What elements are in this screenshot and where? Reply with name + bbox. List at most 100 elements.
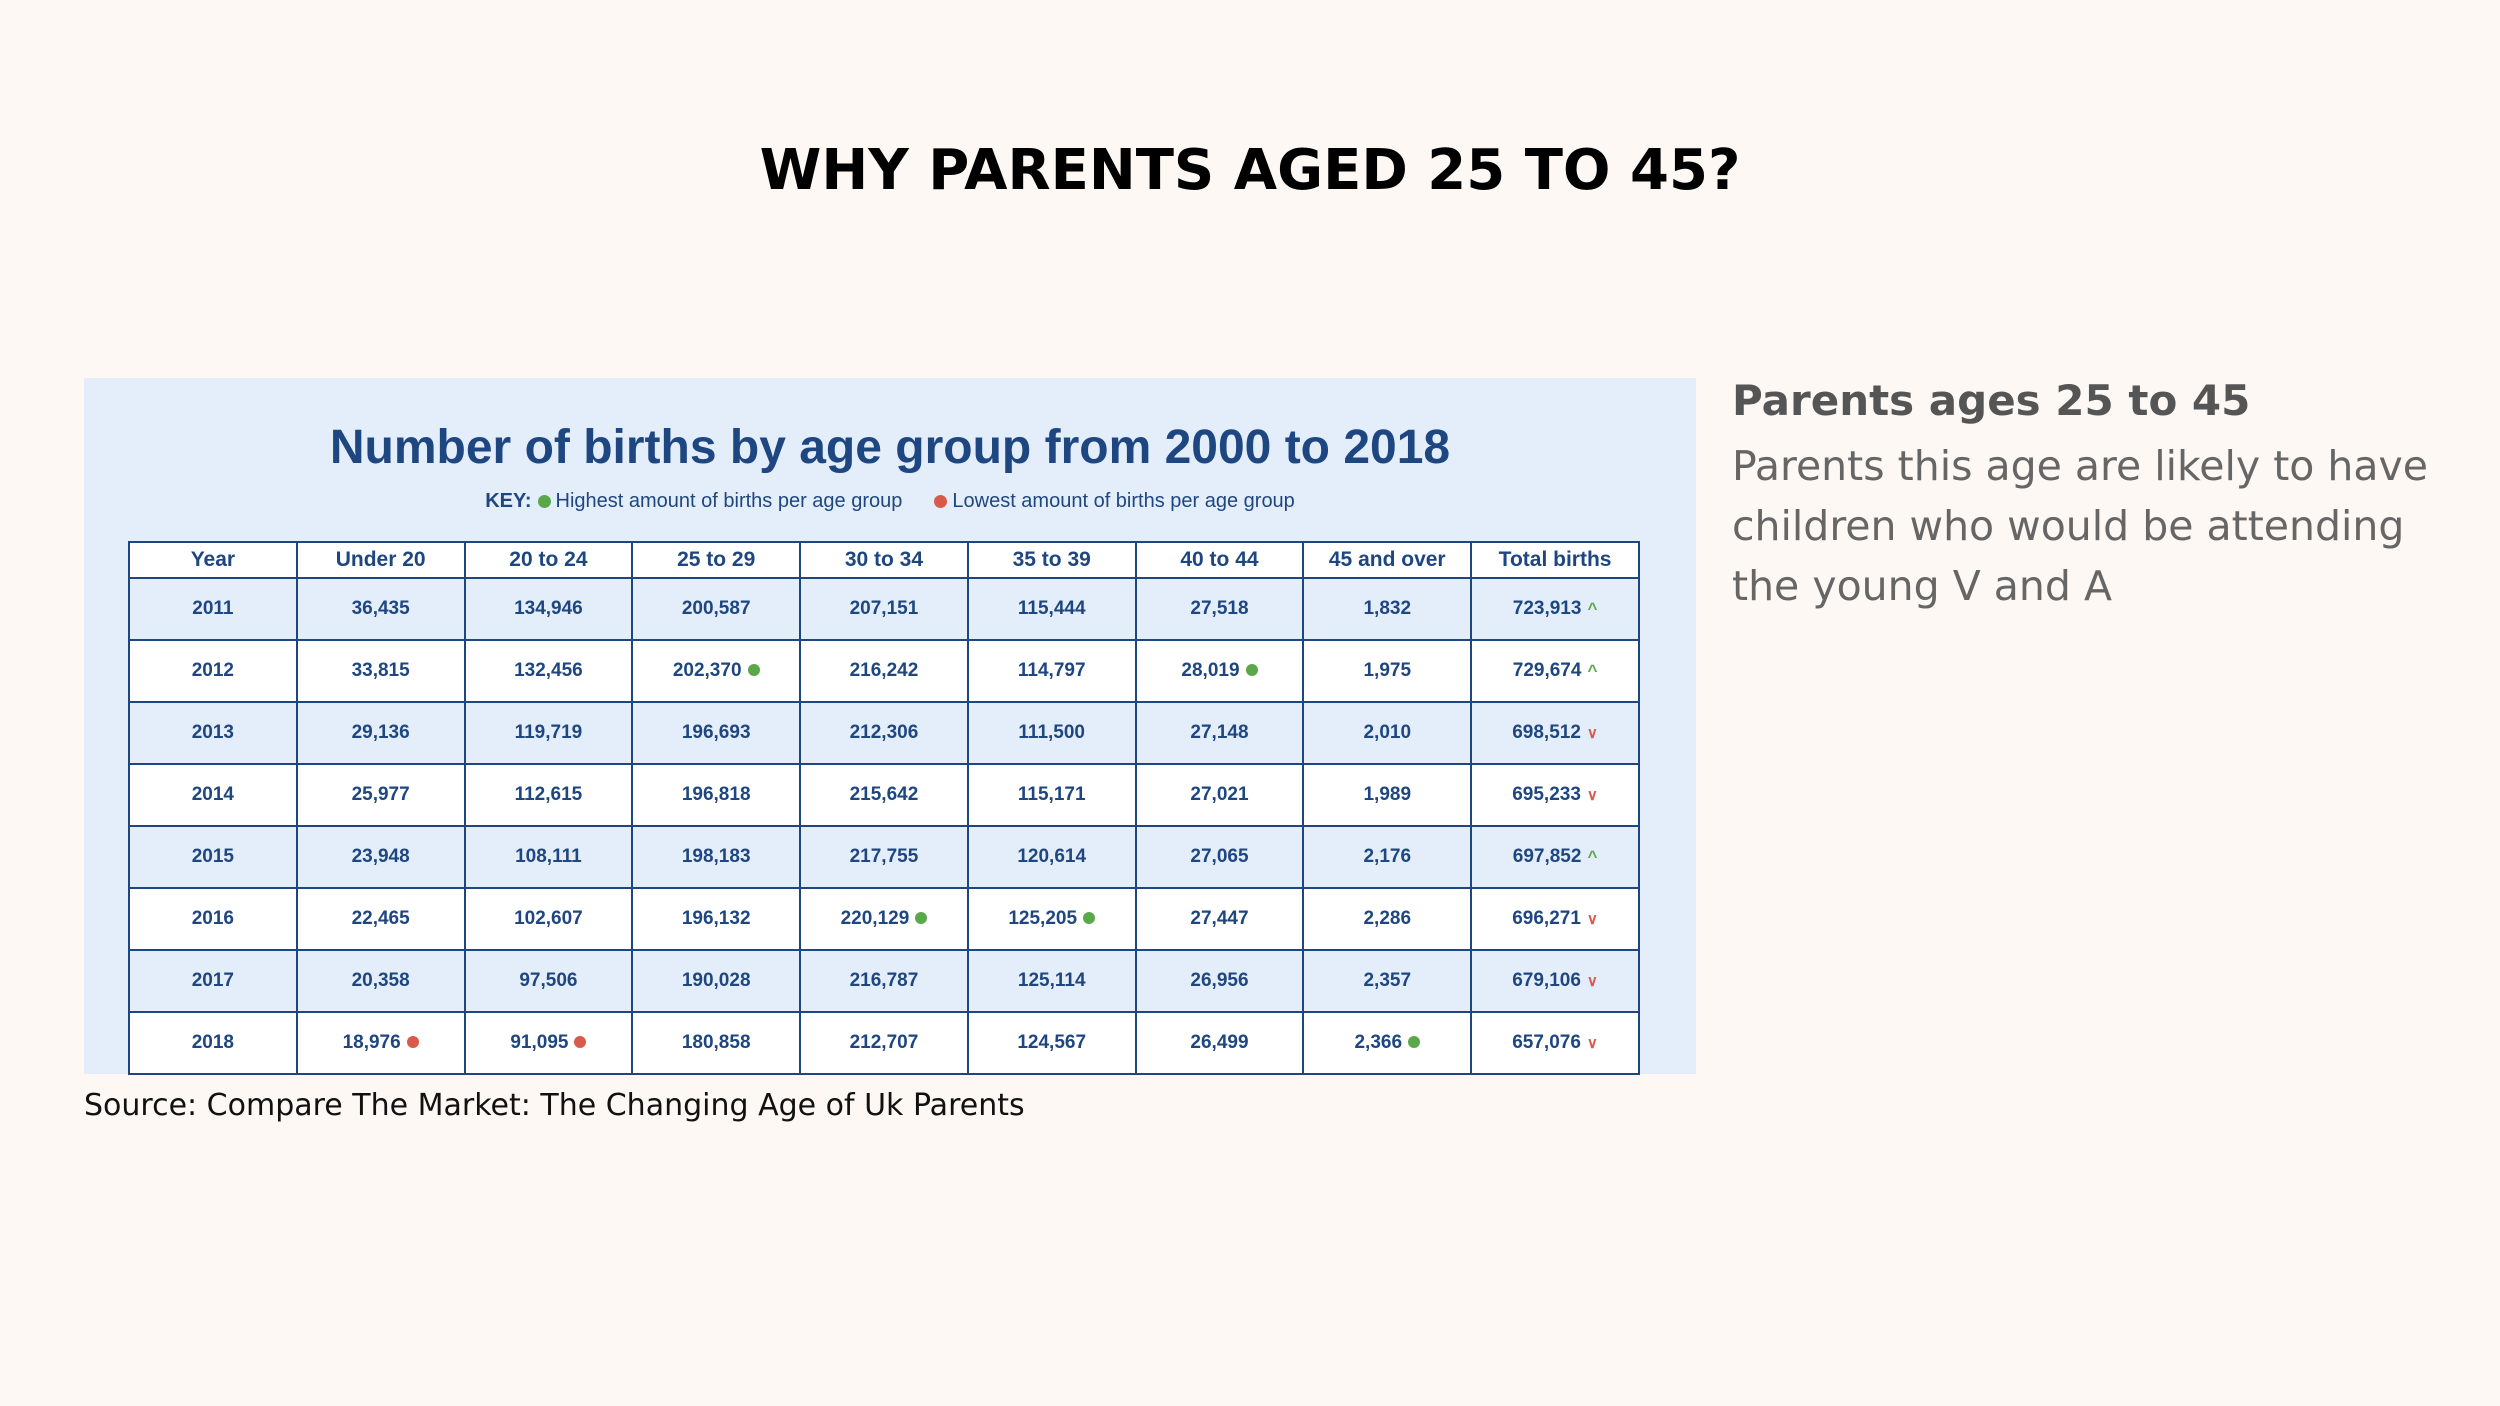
slide-title: WHY PARENTS AGED 25 TO 45?: [759, 138, 1741, 203]
table-cell: 2,357: [1302, 950, 1473, 1013]
table-cell: 695,233 ∨: [1470, 764, 1640, 827]
cell-value: 2016: [191, 908, 235, 929]
table-cell: 27,447: [1134, 888, 1305, 951]
table-cell: 198,183: [631, 826, 802, 889]
cell-value: 20,358: [351, 970, 410, 991]
highest-dot-icon: [1083, 912, 1096, 924]
table-cell: 1,832: [1302, 578, 1473, 641]
chart-key: KEY: Highest amount of births per age gro…: [84, 490, 1696, 513]
table-cell: 114,797: [966, 640, 1137, 703]
column-header: Under 20: [295, 541, 466, 579]
table-cell: 1,989: [1302, 764, 1473, 827]
table-cell: 22,465: [295, 888, 466, 951]
cell-value: 2015: [191, 846, 235, 867]
chevron-up-icon: ^: [1587, 847, 1598, 866]
cell-value: 115,171: [1017, 784, 1086, 805]
cell-value: 202,370: [672, 660, 742, 681]
table-cell: 27,148: [1134, 702, 1305, 765]
table-cell: 212,707: [799, 1012, 969, 1075]
table-cell: 27,518: [1134, 578, 1305, 641]
table-cell: 2017: [128, 950, 298, 1013]
table-cell: 202,370: [631, 640, 802, 703]
chevron-up-icon: ^: [1587, 599, 1598, 618]
cell-value: 729,674: [1512, 660, 1582, 681]
table-cell: 196,818: [631, 764, 802, 827]
cell-value: 27,021: [1190, 784, 1249, 805]
chevron-down-icon: ∨: [1586, 725, 1598, 742]
lowest-dot-icon: [934, 495, 948, 508]
table-cell: 125,114: [966, 950, 1137, 1013]
chevron-down-icon: ∨: [1586, 787, 1598, 804]
table-row: 2013 29,136 119,719 196,693 212,306 111,500 27…: [128, 702, 1640, 765]
cell-value: 657,076: [1512, 1032, 1581, 1053]
table-row: 2012 33,815 132,456 202,370 216,242 114,797 28…: [128, 640, 1640, 703]
cell-value: 198,183: [681, 846, 751, 867]
cell-value: 207,151: [849, 598, 919, 619]
cell-value: 114,797: [1017, 660, 1086, 681]
table-cell: 124,567: [966, 1012, 1137, 1075]
cell-value: 180,858: [681, 1032, 751, 1053]
table-cell: 698,512 ∨: [1470, 702, 1640, 765]
table-cell: 111,500: [966, 702, 1137, 765]
table-cell: 723,913 ^: [1470, 578, 1640, 641]
cell-value: 33,815: [351, 660, 410, 681]
cell-value: 2,366: [1354, 1032, 1403, 1053]
table-cell: 2012: [128, 640, 298, 703]
cell-value: 22,465: [351, 908, 410, 929]
table-cell: 220,129: [799, 888, 969, 951]
table-header-row: Year Under 20 20 to 24 25 to 29 30 to 34 35 t…: [128, 541, 1640, 579]
table-cell: 2,286: [1302, 888, 1473, 951]
table-cell: 119,719: [463, 702, 634, 765]
cell-value: 102,607: [514, 908, 583, 929]
cell-value: 119,719: [514, 722, 583, 743]
column-header: 25 to 29: [631, 541, 802, 579]
column-header: 35 to 39: [966, 541, 1137, 579]
table-cell: 27,065: [1134, 826, 1305, 889]
births-table-figure: Number of births by age group from 2000 …: [84, 378, 1696, 1075]
table-row: 2017 20,358 97,506 190,028 216,787 125,114 26,…: [128, 950, 1640, 1013]
cell-value: 27,447: [1190, 908, 1249, 929]
cell-value: 108,111: [515, 846, 582, 867]
cell-value: 216,787: [849, 970, 919, 991]
cell-value: 190,028: [681, 970, 751, 991]
table-cell: 97,506: [463, 950, 634, 1013]
cell-value: 120,614: [1017, 846, 1087, 867]
cell-value: 696,271: [1512, 908, 1581, 929]
table-cell: 216,787: [799, 950, 969, 1013]
cell-value: 2014: [191, 784, 235, 805]
cell-value: 26,956: [1190, 970, 1249, 991]
column-header: 45 and over: [1302, 541, 1473, 579]
cell-value: 697,852: [1512, 846, 1582, 867]
cell-value: 2,010: [1363, 722, 1412, 743]
cell-value: 124,567: [1017, 1032, 1087, 1053]
table-cell: 2,010: [1302, 702, 1473, 765]
cell-value: 200,587: [681, 598, 751, 619]
table-cell: 120,614: [966, 826, 1137, 889]
column-header: Total births: [1470, 541, 1640, 579]
table-body: 2011 36,435 134,946 200,587 207,151 115,444 27…: [128, 578, 1640, 1075]
table-cell: 112,615: [463, 764, 634, 827]
table-cell: 18,976: [295, 1012, 466, 1075]
table-cell: 102,607: [463, 888, 634, 951]
table-cell: 217,755: [799, 826, 969, 889]
table-cell: 200,587: [631, 578, 802, 641]
table-cell: 729,674 ^: [1470, 640, 1640, 703]
cell-value: 723,913: [1512, 598, 1582, 619]
table-cell: 134,946: [463, 578, 634, 641]
table-row: 2015 23,948 108,111 198,183 217,755 120,614 27…: [128, 826, 1640, 889]
highest-dot-icon: [1245, 664, 1258, 676]
key-label: KEY:: [485, 490, 532, 512]
cell-value: 29,136: [351, 722, 410, 743]
lowest-dot-icon: [406, 1036, 419, 1048]
cell-value: 1,975: [1363, 660, 1412, 681]
cell-value: 2012: [191, 660, 235, 681]
table-cell: 125,205: [966, 888, 1137, 951]
cell-value: 112,615: [514, 784, 583, 805]
cell-value: 36,435: [351, 598, 410, 619]
side-body-text: Parents this age are likely to have chil…: [1732, 442, 2428, 610]
births-table: Year Under 20 20 to 24 25 to 29 30 to 34 35 t…: [128, 541, 1640, 1075]
table-cell: 132,456: [463, 640, 634, 703]
table-cell: 26,956: [1134, 950, 1305, 1013]
highest-dot-icon: [1408, 1036, 1421, 1048]
table-cell: 2011: [128, 578, 298, 641]
